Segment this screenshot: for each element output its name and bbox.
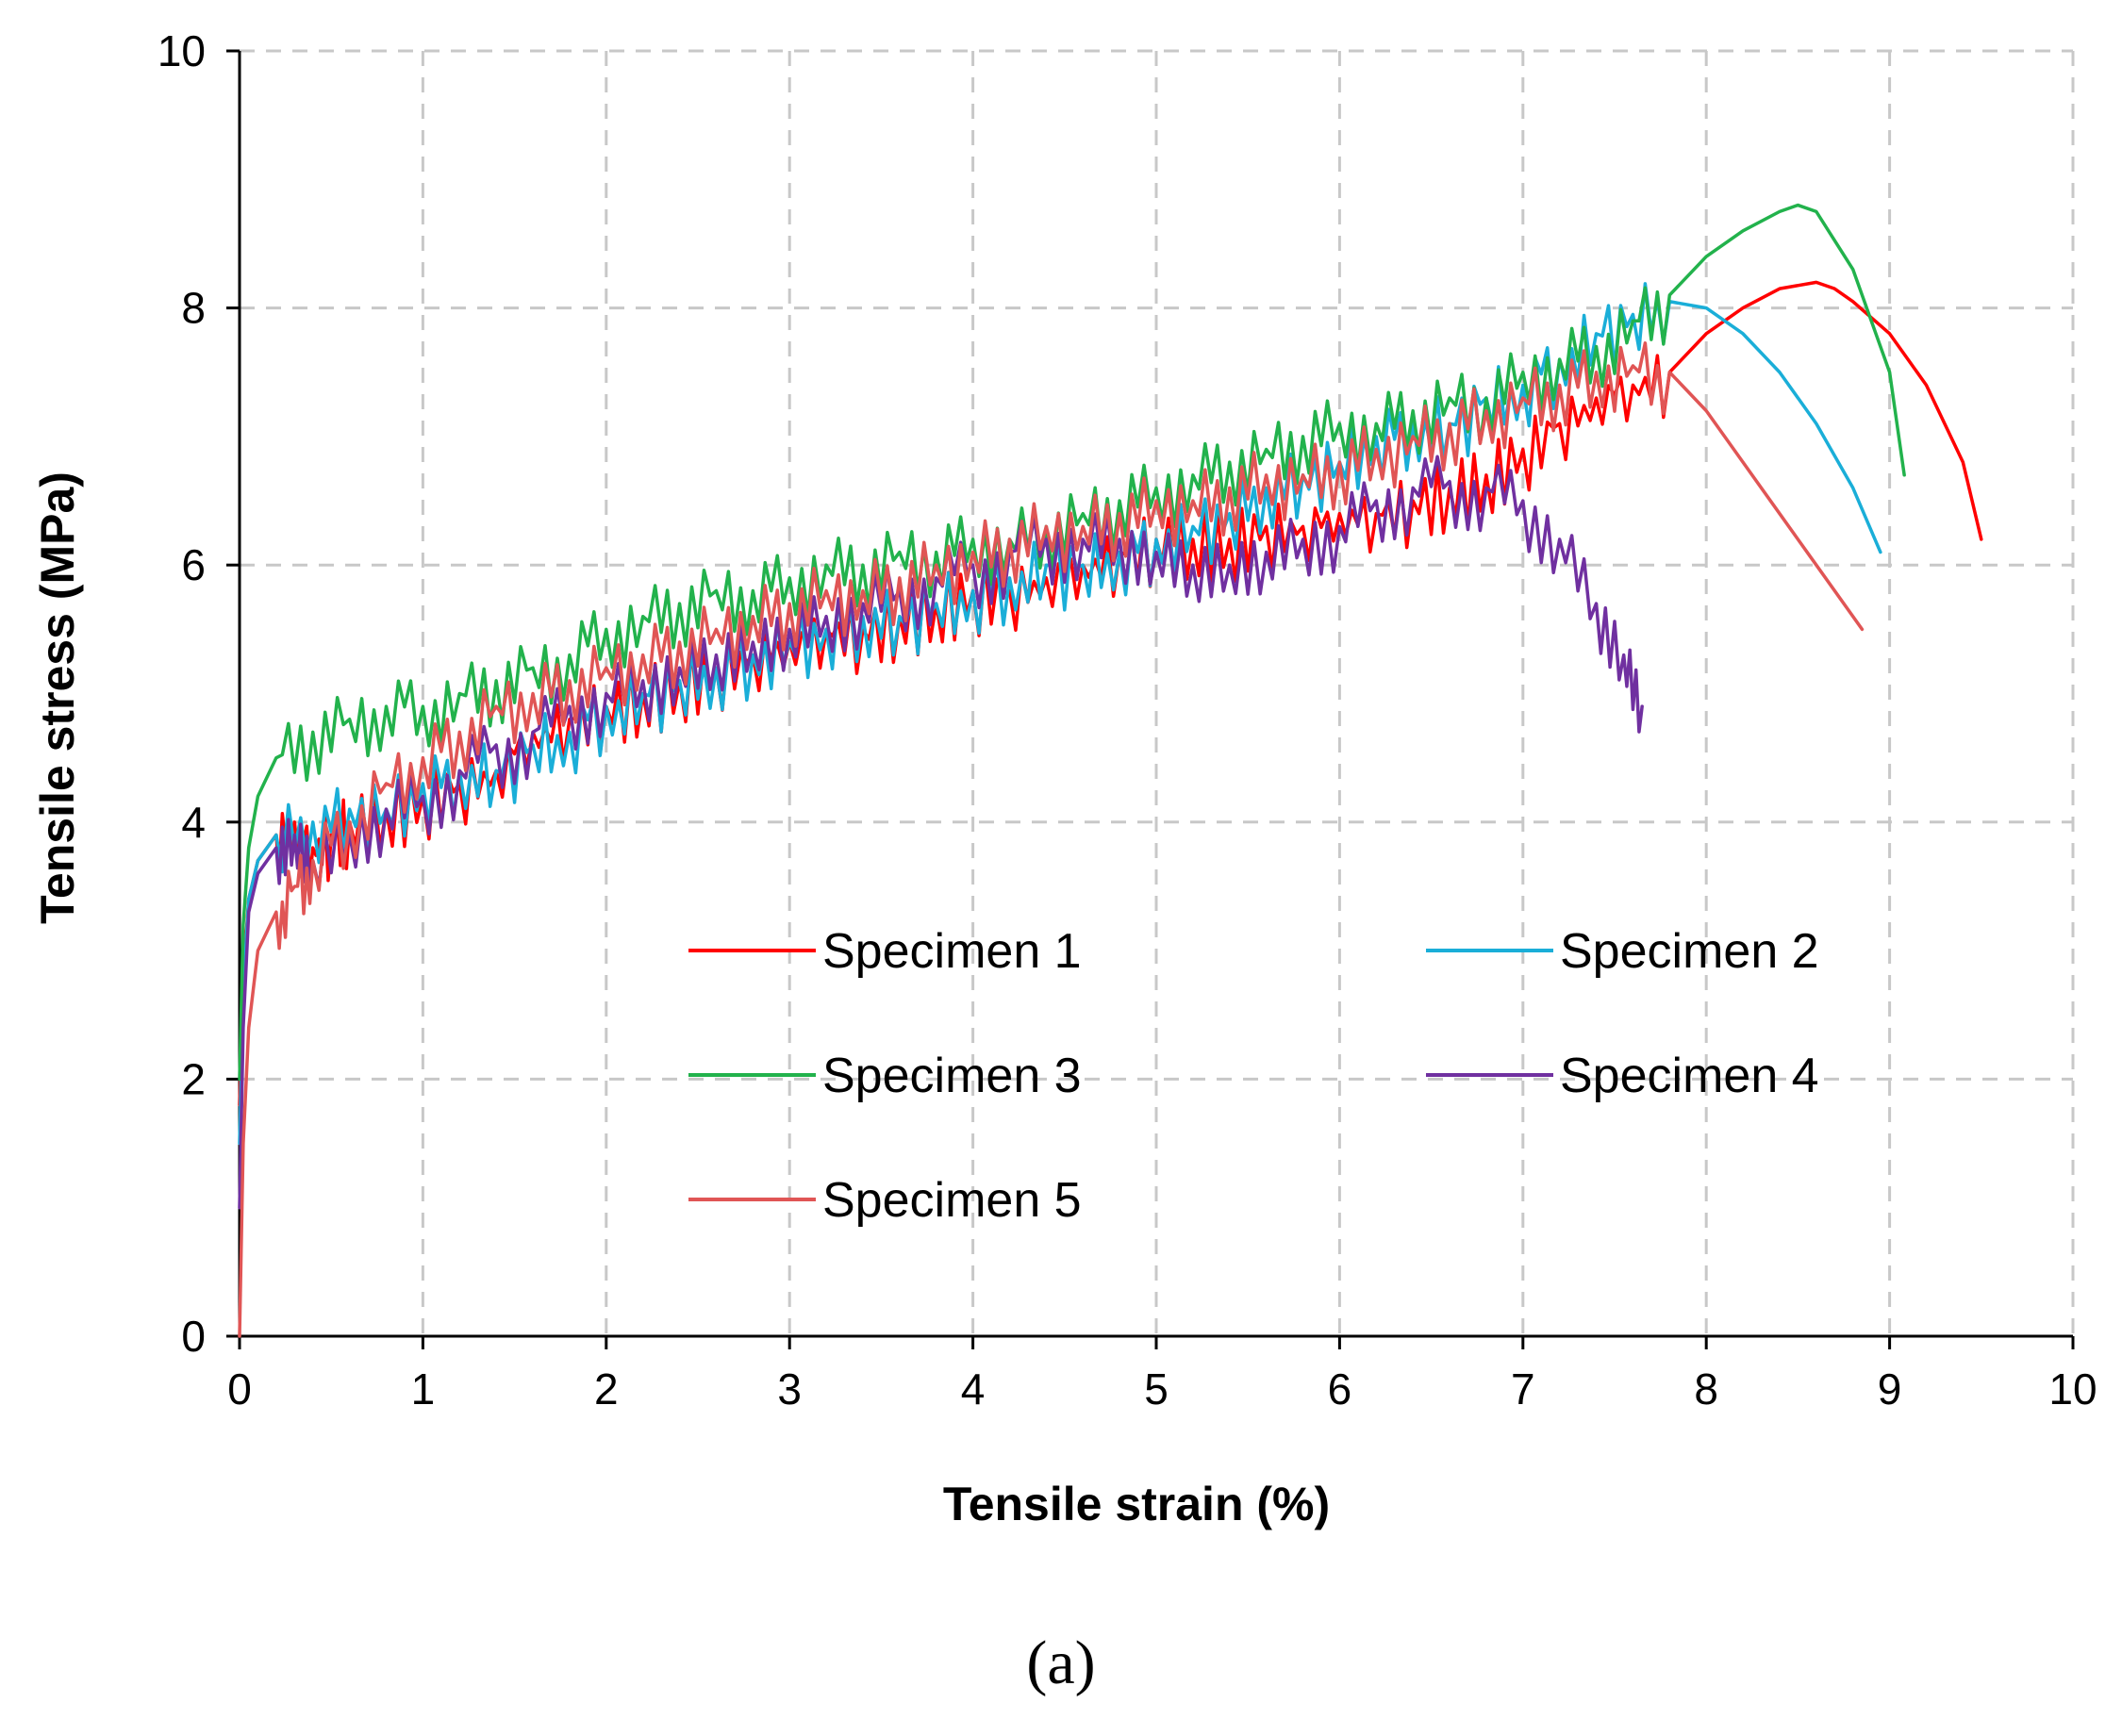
x-tick-label-2: 2 bbox=[594, 1364, 619, 1414]
legend-label-3: Specimen 3 bbox=[822, 1049, 1082, 1103]
x-tick-label-4: 4 bbox=[961, 1364, 986, 1414]
x-axis-title: Tensile strain (%) bbox=[943, 1478, 1330, 1530]
legend-label-2: Specimen 2 bbox=[1560, 924, 1819, 979]
y-tick-label-4: 4 bbox=[181, 798, 206, 847]
x-tick-label-9: 9 bbox=[1878, 1364, 1902, 1414]
series-line-1 bbox=[238, 280, 1983, 1107]
x-tick-label-1: 1 bbox=[411, 1364, 436, 1414]
x-tick-label-5: 5 bbox=[1144, 1364, 1169, 1414]
x-tick-label-0: 0 bbox=[227, 1364, 252, 1414]
series-lines bbox=[238, 203, 1983, 1338]
y-tick-label-0: 0 bbox=[181, 1312, 206, 1361]
legend-label-5: Specimen 5 bbox=[822, 1173, 1082, 1228]
grid-lines bbox=[240, 49, 2075, 1336]
y-tick-label-2: 2 bbox=[181, 1054, 206, 1103]
x-tick-label-6: 6 bbox=[1328, 1364, 1352, 1414]
legend-label-4: Specimen 4 bbox=[1560, 1049, 1819, 1103]
x-tick-label-10: 10 bbox=[2048, 1364, 2097, 1414]
y-axis-title: Tensile stress (MPa) bbox=[31, 471, 84, 924]
tick-labels: 0 1 2 3 4 5 6 7 8 9 10 0 2 4 6 8 10 bbox=[157, 26, 2097, 1414]
legend-label-1: Specimen 1 bbox=[822, 924, 1082, 979]
x-tick-label-7: 7 bbox=[1511, 1364, 1535, 1414]
series-line-2 bbox=[238, 282, 1882, 1146]
y-tick-label-6: 6 bbox=[181, 540, 206, 589]
y-tick-label-8: 8 bbox=[181, 284, 206, 333]
x-tick-label-8: 8 bbox=[1694, 1364, 1718, 1414]
series-line-5 bbox=[238, 341, 1865, 1338]
legend: Specimen 1 Specimen 2 Specimen 3 Specimen 4… bbox=[688, 924, 1819, 1228]
y-tick-label-10: 10 bbox=[157, 26, 206, 75]
figure-caption: (a) bbox=[1026, 1629, 1095, 1697]
x-tick-label-3: 3 bbox=[777, 1364, 802, 1414]
